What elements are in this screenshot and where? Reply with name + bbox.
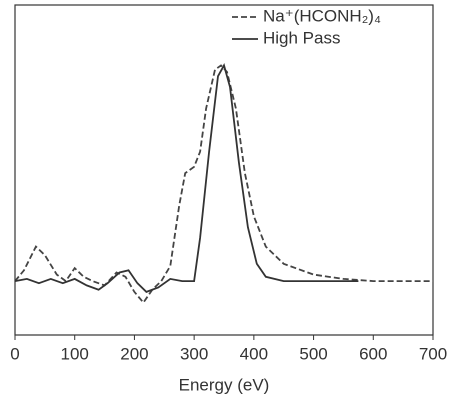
x-axis-title: Energy (eV) [179, 375, 270, 394]
x-tick-label: 0 [10, 344, 19, 363]
x-tick-label: 700 [419, 344, 447, 363]
x-tick-label: 400 [240, 344, 268, 363]
series-line [14, 64, 433, 305]
legend-label: Na⁺(HCONH₂)₄ [263, 6, 381, 25]
x-tick-label: 100 [61, 344, 89, 363]
legend-label: High Pass [263, 28, 340, 47]
x-tick-label: 600 [359, 344, 387, 363]
series-line [14, 63, 359, 293]
x-tick-label: 300 [180, 344, 208, 363]
x-tick-label: 500 [299, 344, 327, 363]
x-tick-label: 200 [120, 344, 148, 363]
plot-frame [14, 4, 434, 336]
